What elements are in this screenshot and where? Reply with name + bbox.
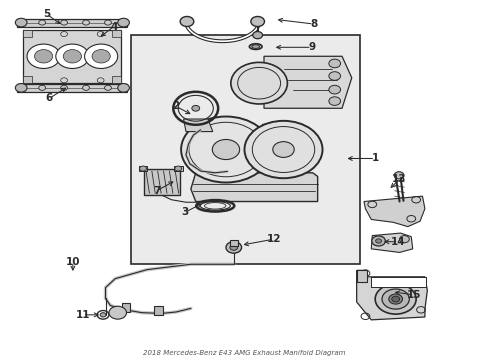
Circle shape: [328, 85, 340, 94]
Circle shape: [180, 17, 193, 27]
Bar: [112, 30, 121, 37]
Circle shape: [399, 235, 408, 243]
Circle shape: [118, 84, 129, 92]
Circle shape: [84, 44, 118, 68]
Bar: [370, 277, 425, 287]
Bar: [122, 303, 130, 312]
Circle shape: [61, 85, 67, 90]
Circle shape: [371, 236, 385, 246]
Bar: [370, 277, 425, 287]
Ellipse shape: [249, 44, 262, 49]
Bar: [23, 76, 32, 83]
Text: 5: 5: [43, 9, 51, 19]
Bar: [17, 84, 127, 92]
Polygon shape: [356, 270, 366, 282]
Bar: [203, 123, 229, 176]
Circle shape: [230, 62, 287, 104]
Bar: [173, 166, 182, 171]
Circle shape: [328, 59, 340, 68]
Bar: [261, 125, 290, 176]
Circle shape: [212, 139, 239, 159]
Bar: [23, 30, 32, 37]
Circle shape: [191, 105, 199, 111]
Circle shape: [393, 172, 403, 179]
Circle shape: [250, 17, 264, 27]
Polygon shape: [190, 173, 317, 202]
Bar: [154, 306, 163, 315]
Bar: [229, 240, 237, 246]
Circle shape: [328, 72, 340, 80]
Circle shape: [229, 244, 237, 250]
Circle shape: [328, 97, 340, 105]
Polygon shape: [264, 56, 351, 108]
Circle shape: [61, 20, 67, 25]
Circle shape: [15, 84, 27, 92]
Circle shape: [225, 242, 241, 253]
Text: 4: 4: [110, 22, 117, 32]
Polygon shape: [356, 270, 427, 320]
Text: 14: 14: [390, 237, 405, 247]
Bar: [17, 19, 127, 27]
Circle shape: [100, 313, 106, 317]
Text: 9: 9: [307, 42, 315, 52]
Text: 11: 11: [75, 310, 90, 320]
Circle shape: [27, 44, 60, 68]
Polygon shape: [363, 196, 424, 226]
Bar: [131, 35, 359, 264]
Circle shape: [244, 121, 322, 178]
Text: 1: 1: [371, 153, 378, 163]
Circle shape: [63, 50, 81, 63]
Circle shape: [174, 166, 181, 171]
Text: 15: 15: [406, 290, 421, 300]
Circle shape: [140, 166, 146, 171]
Circle shape: [92, 50, 110, 63]
Circle shape: [82, 20, 89, 25]
Bar: [139, 166, 147, 171]
Text: 12: 12: [266, 234, 281, 244]
Circle shape: [39, 85, 45, 90]
Circle shape: [272, 141, 294, 157]
Text: 2: 2: [172, 102, 180, 112]
Circle shape: [104, 20, 111, 25]
Circle shape: [104, 85, 111, 90]
Text: 13: 13: [391, 174, 406, 184]
Ellipse shape: [251, 45, 259, 48]
Text: 8: 8: [309, 19, 317, 29]
Circle shape: [374, 284, 415, 314]
Circle shape: [15, 18, 27, 27]
Circle shape: [118, 18, 129, 27]
Circle shape: [82, 85, 89, 90]
Polygon shape: [370, 233, 412, 252]
Text: 2018 Mercedes-Benz E43 AMG Exhaust Manifold Diagram: 2018 Mercedes-Benz E43 AMG Exhaust Manif…: [143, 350, 345, 356]
Circle shape: [35, 50, 53, 63]
Circle shape: [381, 289, 408, 309]
Circle shape: [181, 117, 270, 183]
Circle shape: [252, 32, 262, 39]
Circle shape: [375, 239, 381, 243]
Bar: [143, 169, 180, 195]
Circle shape: [56, 44, 89, 68]
Circle shape: [39, 20, 45, 25]
Circle shape: [391, 296, 399, 302]
Text: 7: 7: [153, 186, 160, 196]
Text: 3: 3: [181, 207, 188, 217]
Circle shape: [109, 306, 126, 319]
Text: 6: 6: [46, 93, 53, 103]
Polygon shape: [183, 119, 212, 132]
Bar: [112, 76, 121, 83]
Circle shape: [388, 294, 402, 304]
Text: 10: 10: [65, 257, 80, 267]
Bar: [23, 30, 121, 83]
